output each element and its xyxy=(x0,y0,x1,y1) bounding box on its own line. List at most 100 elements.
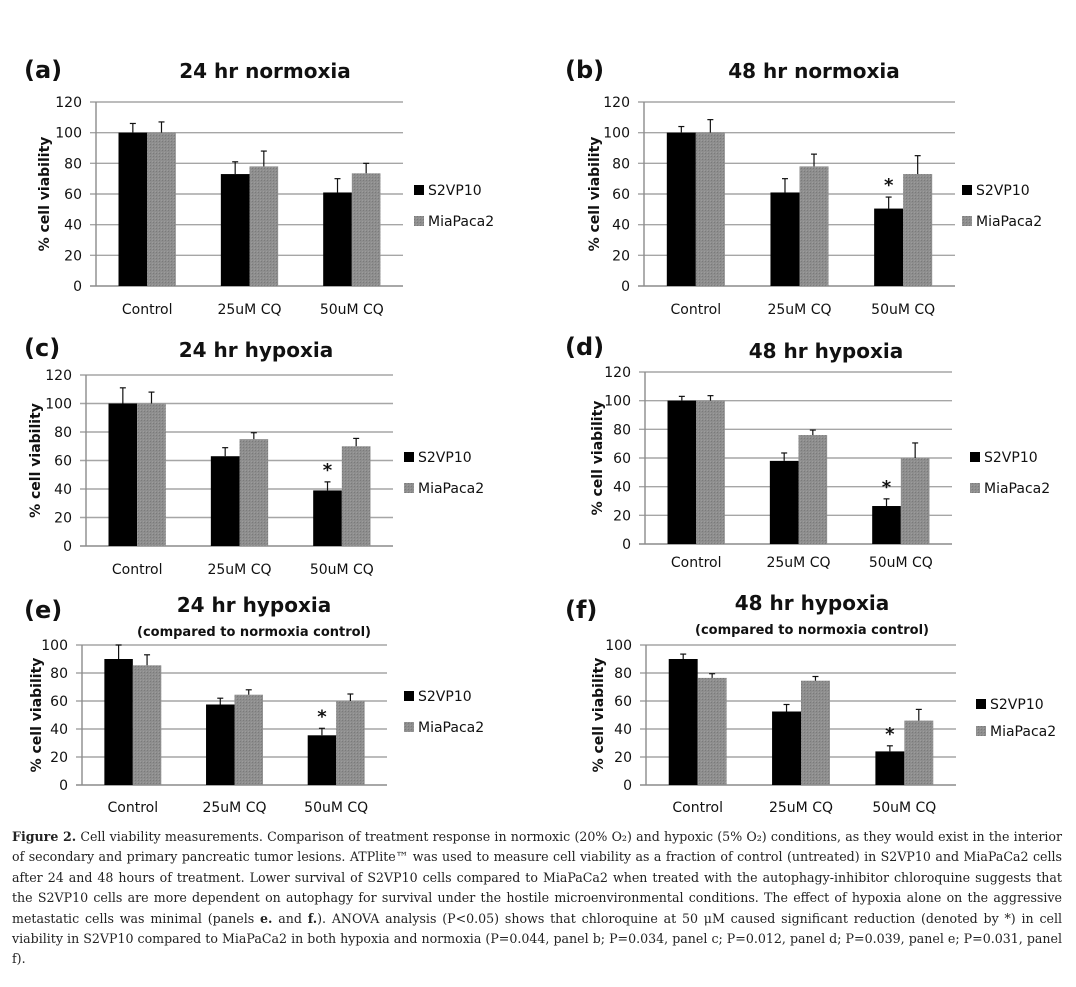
bar-s2vp10-0 xyxy=(666,132,696,286)
y-tick-label: 60 xyxy=(64,187,82,203)
y-tick-label: 20 xyxy=(64,248,82,264)
legend-swatch-miapaca2 xyxy=(962,216,972,226)
y-tick-label: 0 xyxy=(73,279,82,295)
bar-s2vp10-1 xyxy=(206,704,235,785)
y-tick-label: 60 xyxy=(50,694,68,710)
chart-panel-b: (b) 48 hr normoxia 0 20 40 60 80 100 120 % cell v… xyxy=(565,56,1042,318)
x-tick-label: 50uM CQ xyxy=(869,555,933,571)
y-tick-label: 60 xyxy=(614,694,632,710)
bar-s2vp10-2 xyxy=(313,490,342,546)
y-tick-label: 100 xyxy=(41,638,68,654)
x-tick-label: Control xyxy=(672,800,723,816)
significance-marker: * xyxy=(884,175,894,196)
x-tick-label: 25uM CQ xyxy=(217,302,281,318)
x-tick-label: Control xyxy=(671,302,722,318)
chart-panel-e: (e) 24 hr hypoxia (compared to normoxia co… xyxy=(24,593,484,816)
x-tick-label: 25uM CQ xyxy=(767,302,831,318)
bar-s2vp10-0 xyxy=(108,403,138,546)
caption-text-2: and xyxy=(272,910,308,926)
y-axis-label: % cell viability xyxy=(590,401,606,516)
y-tick-label: 80 xyxy=(64,156,82,172)
chart-panel-c: (c) 24 hr hypoxia 0 20 40 60 80 100 120 % cell vi… xyxy=(24,334,484,578)
legend-label: S2VP10 xyxy=(418,450,472,466)
legend-swatch-s2vp10 xyxy=(414,185,424,195)
bar-s2vp10-0 xyxy=(668,659,698,785)
figure-caption: Figure 2. Cell viability measurements. C… xyxy=(12,827,1062,970)
panel-label: (f) xyxy=(565,596,597,624)
bar-s2vp10-1 xyxy=(769,460,799,544)
bar-s2vp10-2 xyxy=(872,506,901,544)
legend-swatch-s2vp10 xyxy=(404,691,414,701)
bar-miapaca2-0 xyxy=(137,403,166,546)
legend-swatch-s2vp10 xyxy=(404,452,414,462)
x-tick-label: 50uM CQ xyxy=(872,800,936,816)
bar-miapaca2-1 xyxy=(239,439,269,546)
y-tick-label: 100 xyxy=(603,126,630,142)
bar-miapaca2-2 xyxy=(900,458,930,544)
chart-panel-a: (a) 24 hr normoxia 0 20 40 60 80 100 120 % cell v… xyxy=(24,56,494,318)
y-axis-label: % cell viability xyxy=(587,137,603,252)
y-tick-label: 20 xyxy=(613,508,631,524)
y-tick-label: 120 xyxy=(55,95,82,111)
panel-label: (a) xyxy=(24,56,62,84)
chart-subtitle: (compared to normoxia control) xyxy=(137,625,371,640)
chart-subtitle: (compared to normoxia control) xyxy=(695,623,929,638)
panel-label: (b) xyxy=(565,56,604,84)
bar-miapaca2-0 xyxy=(132,665,162,785)
bar-miapaca2-1 xyxy=(234,694,263,785)
y-tick-label: 120 xyxy=(603,95,630,111)
y-tick-label: 20 xyxy=(614,750,632,766)
caption-bold-e: e. xyxy=(260,910,273,926)
chart-panel-d: (d) 48 hr hypoxia 0 20 40 60 80 100 120 % cell vi… xyxy=(565,333,1050,571)
caption-text-1: Cell viability measurements. Comparison … xyxy=(12,829,1062,926)
significance-marker: * xyxy=(885,724,895,745)
y-tick-label: 80 xyxy=(50,666,68,682)
chart-title: 24 hr hypoxia xyxy=(177,593,331,617)
y-tick-label: 100 xyxy=(604,394,631,410)
legend-swatch-miapaca2 xyxy=(404,722,414,732)
bar-s2vp10-2 xyxy=(307,735,337,785)
bar-s2vp10-2 xyxy=(875,751,905,785)
caption-bold-f: f. xyxy=(307,910,318,926)
x-tick-label: 25uM CQ xyxy=(207,562,271,578)
legend-label: S2VP10 xyxy=(428,183,482,199)
x-tick-label: Control xyxy=(108,800,159,816)
y-tick-label: 80 xyxy=(613,422,631,438)
x-tick-label: Control xyxy=(671,555,722,571)
legend-label: S2VP10 xyxy=(984,450,1038,466)
y-tick-label: 40 xyxy=(614,722,632,738)
legend-label: MiaPaca2 xyxy=(984,481,1050,497)
bar-s2vp10-1 xyxy=(770,192,800,286)
y-tick-label: 100 xyxy=(55,126,82,142)
chart-title: 48 hr hypoxia xyxy=(735,591,889,615)
legend-swatch-miapaca2 xyxy=(414,216,424,226)
y-tick-label: 40 xyxy=(50,722,68,738)
x-tick-label: Control xyxy=(122,302,173,318)
legend-label: MiaPaca2 xyxy=(418,481,484,497)
legend-swatch-miapaca2 xyxy=(976,726,986,736)
legend-label: MiaPaca2 xyxy=(418,720,484,736)
y-tick-label: 100 xyxy=(45,397,72,413)
y-tick-label: 0 xyxy=(63,539,72,555)
y-tick-label: 40 xyxy=(612,218,630,234)
legend-label: S2VP10 xyxy=(990,697,1044,713)
legend-label: MiaPaca2 xyxy=(990,724,1056,740)
legend-label: S2VP10 xyxy=(418,689,472,705)
y-tick-label: 0 xyxy=(59,778,68,794)
bar-s2vp10-1 xyxy=(772,711,801,785)
bar-miapaca2-2 xyxy=(336,701,365,785)
x-tick-label: 25uM CQ xyxy=(202,800,266,816)
significance-marker: * xyxy=(882,477,892,498)
panel-label: (d) xyxy=(565,333,604,361)
panel-label: (c) xyxy=(24,334,60,362)
y-tick-label: 0 xyxy=(621,279,630,295)
chart-panel-f: (f) 48 hr hypoxia (compared to normoxia co… xyxy=(565,591,1056,816)
y-axis-label: % cell viability xyxy=(591,658,607,773)
y-tick-label: 20 xyxy=(54,511,72,527)
bar-miapaca2-1 xyxy=(801,680,830,785)
y-tick-label: 0 xyxy=(623,778,632,794)
y-tick-label: 100 xyxy=(605,638,632,654)
chart-title: 24 hr normoxia xyxy=(179,59,351,83)
legend-label: MiaPaca2 xyxy=(976,214,1042,230)
y-tick-label: 0 xyxy=(622,537,631,553)
